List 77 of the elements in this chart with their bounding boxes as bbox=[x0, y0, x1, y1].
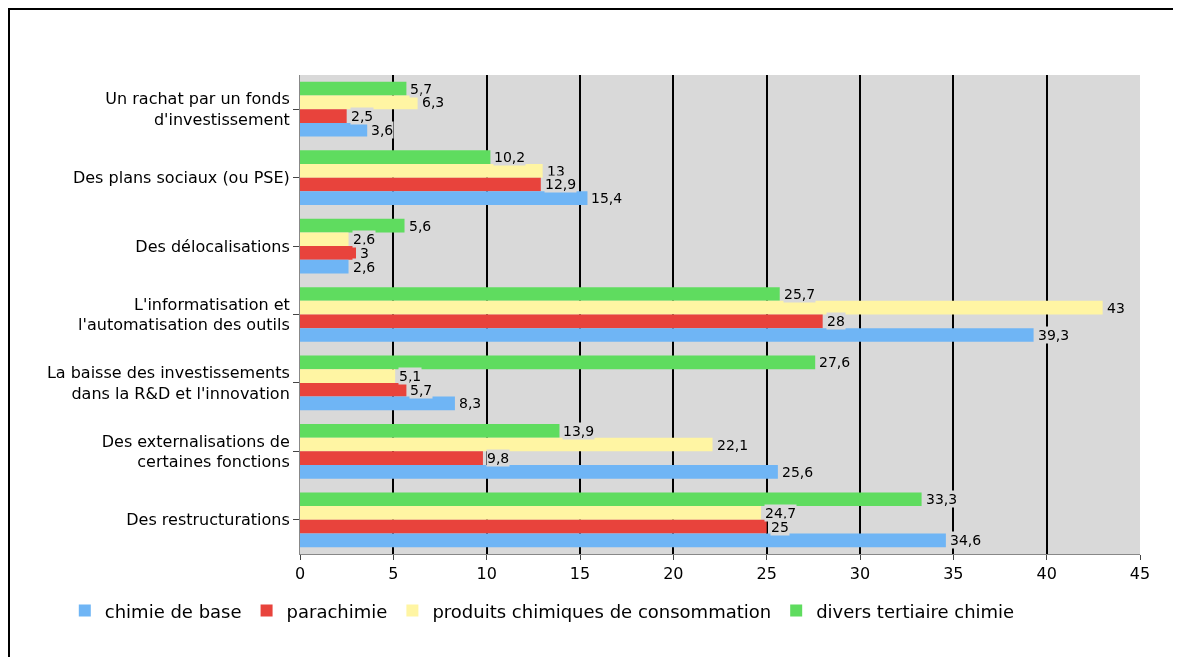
bar bbox=[300, 492, 922, 507]
bar bbox=[300, 328, 1034, 342]
x-tick-label: 20 bbox=[663, 564, 684, 584]
data-label: 5,6 bbox=[409, 218, 432, 234]
x-tick-label: 5 bbox=[388, 564, 399, 584]
x-tick-label: 40 bbox=[1036, 564, 1057, 584]
bar bbox=[300, 396, 455, 411]
data-label: 9,8 bbox=[487, 450, 510, 466]
data-label: 15,4 bbox=[591, 190, 623, 206]
bar bbox=[300, 232, 349, 247]
data-label: 22,1 bbox=[717, 437, 749, 453]
data-label: 28 bbox=[827, 313, 845, 329]
bar bbox=[300, 191, 588, 206]
y-tick-label: Des externalisations de certaines fonctions bbox=[101, 431, 290, 472]
x-tick-label: 15 bbox=[569, 564, 591, 584]
data-label: 3,6 bbox=[371, 122, 394, 138]
x-tick-label: 30 bbox=[849, 564, 871, 584]
data-label: 39,3 bbox=[1038, 327, 1070, 343]
bar bbox=[300, 437, 713, 452]
data-label: 34,6 bbox=[950, 532, 982, 548]
data-label: 10,2 bbox=[494, 149, 526, 165]
bar bbox=[300, 109, 347, 123]
data-label: 24,7 bbox=[765, 505, 797, 521]
bar bbox=[300, 506, 762, 520]
data-label: 5,7 bbox=[410, 382, 433, 398]
data-label: 5,7 bbox=[410, 81, 433, 97]
bar bbox=[300, 95, 418, 110]
bar bbox=[300, 300, 1103, 315]
bar bbox=[300, 218, 405, 233]
legend-label: chimie de base bbox=[104, 600, 242, 622]
y-tick-label: L'informatisation et l'automatisation des outils bbox=[78, 294, 290, 335]
x-tick-label: 0 bbox=[294, 564, 306, 584]
data-label: 6,3 bbox=[422, 94, 445, 110]
bar bbox=[300, 81, 407, 96]
data-label: 13 bbox=[547, 163, 565, 179]
bar bbox=[300, 519, 767, 534]
data-label: 3 bbox=[360, 245, 369, 261]
data-label: 25,6 bbox=[782, 464, 814, 480]
data-label: 33,3 bbox=[926, 491, 958, 507]
data-label: 25,7 bbox=[784, 286, 816, 302]
bar bbox=[300, 163, 543, 178]
bar bbox=[300, 355, 816, 370]
legend-label: produits chimiques de consommation bbox=[432, 600, 772, 622]
bar bbox=[300, 177, 541, 192]
data-label: 25 bbox=[771, 519, 789, 535]
bar bbox=[300, 259, 349, 274]
bar bbox=[300, 423, 560, 438]
y-tick-label: Des restructurations bbox=[126, 510, 290, 530]
data-label: 8,3 bbox=[459, 395, 482, 411]
x-tick-label: 35 bbox=[943, 564, 964, 584]
bar bbox=[300, 533, 946, 548]
y-tick-label: Des plans sociaux (ou PSE) bbox=[72, 168, 290, 188]
y-tick-label: La baisse des investissements dans la R&D et l'innovation bbox=[46, 363, 290, 403]
data-label: 13,9 bbox=[563, 423, 595, 439]
bar bbox=[300, 287, 780, 301]
bar bbox=[300, 369, 396, 383]
bar bbox=[300, 314, 823, 329]
data-label: 2,6 bbox=[353, 231, 376, 247]
x-tick-label: 45 bbox=[1129, 564, 1151, 584]
legend-label: divers tertiaire chimie bbox=[816, 600, 1015, 622]
bar bbox=[300, 465, 778, 479]
bar bbox=[300, 246, 356, 260]
data-label: 12,9 bbox=[545, 176, 577, 192]
data-label: 27,6 bbox=[819, 354, 851, 370]
x-tick-label: 25 bbox=[756, 564, 777, 584]
y-tick-label: Des délocalisations bbox=[135, 236, 290, 256]
bar bbox=[300, 382, 407, 397]
y-tick-label: Un rachat par un fonds d'investissement bbox=[105, 89, 290, 130]
x-tick-label: 10 bbox=[476, 564, 497, 584]
bar bbox=[300, 122, 368, 137]
data-label: 43 bbox=[1107, 300, 1125, 316]
data-label: 2,6 bbox=[353, 259, 376, 275]
bar bbox=[300, 150, 491, 164]
bar bbox=[300, 451, 483, 466]
legend-label: parachimie bbox=[286, 600, 388, 622]
data-label: 2,5 bbox=[351, 108, 374, 124]
data-label: 5,1 bbox=[399, 368, 422, 384]
